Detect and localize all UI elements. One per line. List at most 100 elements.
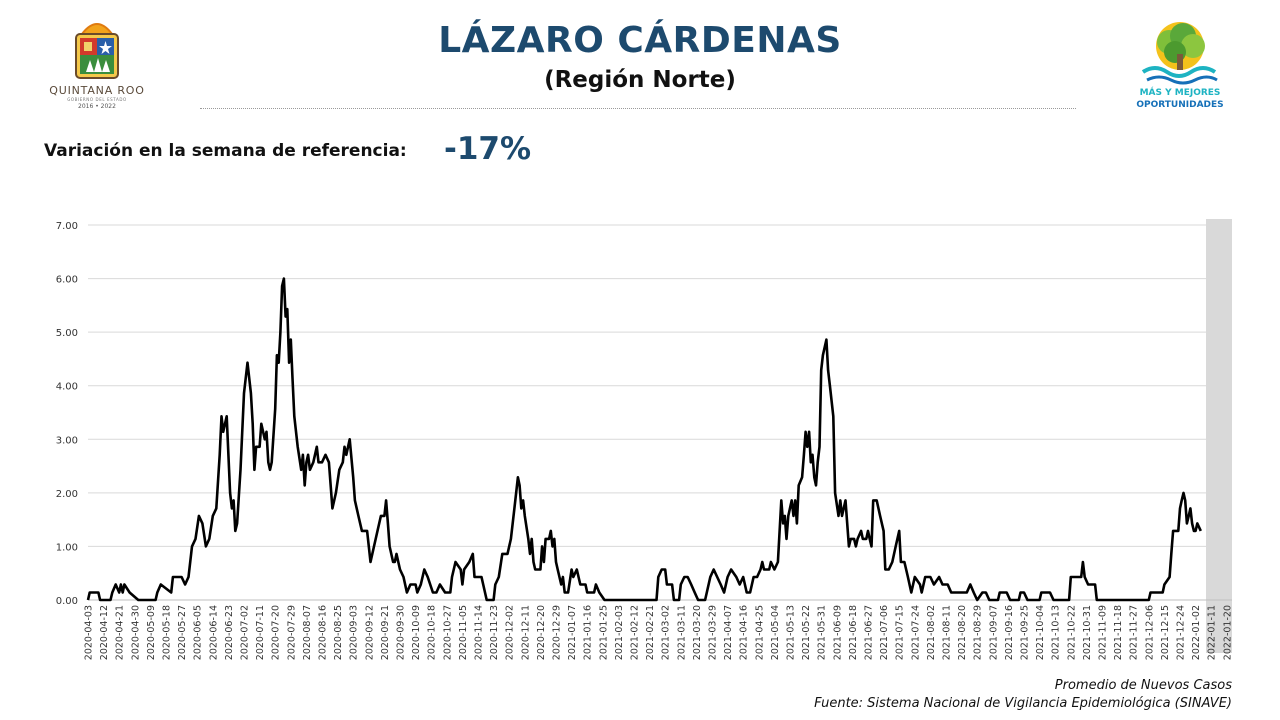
x-tick-label: 2020-11-14 (474, 605, 485, 660)
x-tick-label: 2021-05-04 (770, 605, 781, 660)
x-tick-label: 2021-11-27 (1129, 605, 1140, 660)
x-tick-label: 2020-06-14 (208, 605, 219, 660)
x-tick-label: 2021-03-11 (676, 605, 687, 660)
x-tick-label: 2020-11-05 (458, 605, 469, 660)
x-tick-label: 2020-06-23 (224, 605, 235, 660)
header-divider (200, 108, 1076, 109)
state-coat-of-arms-icon (75, 23, 119, 79)
x-tick-label: 2021-11-09 (1098, 605, 1109, 660)
y-tick-label: 2.00 (56, 489, 78, 500)
x-tick-label: 2021-03-29 (708, 605, 719, 660)
x-tick-label: 2021-05-13 (786, 605, 797, 660)
state-years-label: 2016 • 2022 (78, 103, 116, 110)
x-tick-label: 2020-04-12 (99, 605, 110, 660)
x-tick-label: 2020-05-09 (146, 605, 157, 660)
x-axis: 2020-04-03 2020-04-12 2020-04-21 2020-04-30… (84, 605, 1234, 660)
x-tick-label: 2021-10-04 (1035, 605, 1046, 660)
x-tick-label: 2021-07-24 (910, 605, 921, 660)
x-tick-label: 2021-03-20 (692, 605, 703, 660)
x-tick-label: 2022-01-11 (1207, 605, 1218, 660)
x-tick-label: 2021-01-07 (567, 605, 578, 660)
x-tick-label: 2021-05-22 (801, 605, 812, 660)
series-line (86, 277, 1202, 602)
x-tick-label: 2020-09-12 (364, 605, 375, 660)
x-tick-label: 2021-10-31 (1082, 605, 1093, 660)
x-tick-label: 2020-12-11 (520, 605, 531, 660)
x-tick-label: 2020-12-02 (505, 605, 516, 660)
x-tick-label: 2021-07-15 (895, 605, 906, 660)
chart-caption: Promedio de Nuevos Casos (1054, 678, 1232, 693)
x-tick-label: 2021-06-18 (848, 605, 859, 660)
x-tick-label: 2021-03-02 (661, 605, 672, 660)
x-tick-label: 2021-02-12 (630, 605, 641, 660)
slogan-line-2: OPORTUNIDADES (1136, 100, 1224, 110)
state-logo: QUINTANA ROO GOBIERNO DEL ESTADO 2016 • … (38, 18, 158, 110)
slogan-logo: MÁS Y MEJORES OPORTUNIDADES (1125, 20, 1235, 115)
x-tick-label: 2020-07-20 (271, 605, 282, 660)
y-axis: 0.00 1.00 2.00 3.00 4.00 5.00 6.00 7.00 (56, 221, 78, 607)
x-tick-label: 2021-01-16 (583, 605, 594, 660)
x-tick-label: 2021-09-16 (1004, 605, 1015, 660)
highlight-band (1206, 219, 1232, 653)
x-tick-label: 2020-04-30 (130, 605, 141, 660)
x-tick-label: 2021-09-07 (988, 605, 999, 660)
x-tick-label: 2020-10-18 (427, 605, 438, 660)
chart-source: Fuente: Sistema Nacional de Vigilancia E… (814, 696, 1232, 711)
x-tick-label: 2021-05-31 (817, 605, 828, 660)
variation-value: -17% (444, 131, 532, 167)
x-tick-label: 2020-07-29 (286, 605, 297, 660)
x-tick-label: 2021-11-18 (1113, 605, 1124, 660)
x-tick-label: 2021-06-27 (864, 605, 875, 660)
x-tick-label: 2020-12-29 (552, 605, 563, 660)
x-tick-label: 2020-11-23 (489, 605, 500, 660)
y-tick-label: 6.00 (56, 275, 78, 286)
x-tick-label: 2020-12-20 (536, 605, 547, 660)
x-tick-label: 2020-09-30 (396, 605, 407, 660)
x-tick-label: 2020-08-16 (318, 605, 329, 660)
x-tick-label: 2021-08-11 (942, 605, 953, 660)
x-tick-label: 2021-06-09 (832, 605, 843, 660)
chart-gridlines (88, 224, 1232, 601)
x-tick-label: 2021-01-25 (598, 605, 609, 660)
state-government-label: GOBIERNO DEL ESTADO (67, 97, 127, 102)
x-tick-label: 2021-09-25 (1020, 605, 1031, 660)
x-tick-label: 2020-10-27 (442, 605, 453, 660)
slogan-line-1: MÁS Y MEJORES (1139, 88, 1221, 98)
y-tick-label: 5.00 (56, 328, 78, 339)
x-tick-label: 2021-04-25 (754, 605, 765, 660)
x-tick-label: 2020-08-25 (333, 605, 344, 660)
x-tick-label: 2021-08-29 (973, 605, 984, 660)
y-tick-label: 7.00 (56, 221, 78, 232)
x-tick-label: 2020-04-03 (84, 605, 95, 660)
x-tick-label: 2021-12-15 (1160, 605, 1171, 660)
x-tick-label: 2021-08-02 (926, 605, 937, 660)
y-tick-label: 1.00 (56, 542, 78, 553)
y-tick-label: 4.00 (56, 382, 78, 393)
x-tick-label: 2021-12-06 (1144, 605, 1155, 660)
x-tick-label: 2020-09-03 (349, 605, 360, 660)
x-tick-label: 2020-08-07 (302, 605, 313, 660)
x-tick-label: 2020-07-02 (240, 605, 251, 660)
x-tick-label: 2020-09-21 (380, 605, 391, 660)
x-tick-label: 2022-01-20 (1222, 605, 1233, 660)
x-tick-label: 2021-07-06 (879, 605, 890, 660)
x-tick-label: 2021-08-20 (957, 605, 968, 660)
x-tick-label: 2020-06-05 (193, 605, 204, 660)
state-name: QUINTANA ROO (49, 84, 145, 97)
y-tick-label: 0.00 (56, 596, 78, 607)
x-tick-label: 2022-01-02 (1191, 605, 1202, 660)
page-subtitle: (Región Norte) (544, 67, 736, 93)
x-tick-label: 2020-10-09 (411, 605, 422, 660)
x-tick-label: 2021-02-21 (645, 605, 656, 660)
x-tick-label: 2021-04-07 (723, 605, 734, 660)
variation-label: Variación en la semana de referencia: (44, 141, 407, 161)
page-title: LÁZARO CÁRDENAS (438, 20, 842, 61)
x-tick-label: 2021-04-16 (739, 605, 750, 660)
x-tick-label: 2020-07-11 (255, 605, 266, 660)
x-tick-label: 2020-05-27 (177, 605, 188, 660)
y-tick-label: 3.00 (56, 435, 78, 446)
x-tick-label: 2021-12-24 (1176, 605, 1187, 660)
x-tick-label: 2020-05-18 (162, 605, 173, 660)
tree-icon (1141, 22, 1218, 85)
